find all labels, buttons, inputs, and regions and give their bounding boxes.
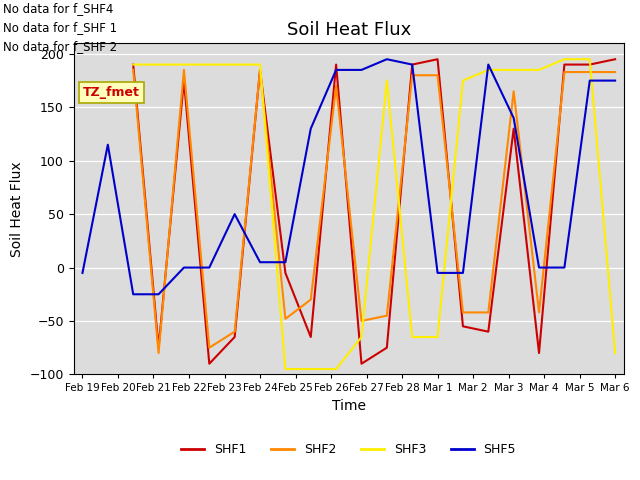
SHF5 <box>611 78 619 84</box>
SHF1 <box>155 345 163 350</box>
Text: No data for f_SHF 2: No data for f_SHF 2 <box>3 40 117 53</box>
SHF3 <box>611 350 619 356</box>
SHF2 <box>535 310 543 315</box>
SHF3 <box>129 62 137 68</box>
SHF5 <box>484 62 492 68</box>
Line: SHF3: SHF3 <box>133 59 615 369</box>
Y-axis label: Soil Heat Flux: Soil Heat Flux <box>10 161 24 257</box>
SHF2 <box>256 67 264 73</box>
SHF5 <box>434 270 442 276</box>
SHF3 <box>231 62 239 68</box>
SHF1 <box>408 62 416 68</box>
Text: No data for f_SHF 1: No data for f_SHF 1 <box>3 21 117 34</box>
SHF5 <box>332 67 340 73</box>
SHF3 <box>586 56 593 62</box>
SHF3 <box>205 62 213 68</box>
SHF1 <box>383 345 390 350</box>
SHF1 <box>358 361 365 367</box>
SHF2 <box>129 67 137 73</box>
Text: TZ_fmet: TZ_fmet <box>83 86 140 99</box>
SHF2 <box>408 72 416 78</box>
SHF1 <box>307 334 315 340</box>
SHF5 <box>129 291 137 297</box>
SHF2 <box>180 67 188 73</box>
SHF1 <box>129 62 137 68</box>
SHF5 <box>459 270 467 276</box>
SHF2 <box>611 69 619 75</box>
SHF5 <box>358 67 365 73</box>
Line: SHF1: SHF1 <box>133 59 615 364</box>
SHF1 <box>434 56 442 62</box>
SHF3 <box>383 78 390 84</box>
SHF1 <box>205 361 213 367</box>
SHF1 <box>586 62 593 68</box>
SHF1 <box>282 270 289 276</box>
SHF5 <box>535 264 543 270</box>
SHF1 <box>611 56 619 62</box>
SHF3 <box>561 56 568 62</box>
SHF3 <box>307 366 315 372</box>
SHF1 <box>535 350 543 356</box>
SHF2 <box>586 69 593 75</box>
SHF3 <box>256 62 264 68</box>
SHF3 <box>434 334 442 340</box>
SHF3 <box>358 334 365 340</box>
SHF5 <box>205 264 213 270</box>
SHF3 <box>459 78 467 84</box>
SHF3 <box>282 366 289 372</box>
Text: No data for f_SHF4: No data for f_SHF4 <box>3 2 113 15</box>
X-axis label: Time: Time <box>332 399 366 413</box>
SHF3 <box>535 67 543 73</box>
SHF2 <box>155 350 163 356</box>
SHF5 <box>307 126 315 132</box>
SHF2 <box>332 83 340 89</box>
SHF1 <box>484 329 492 335</box>
Line: SHF5: SHF5 <box>83 59 615 294</box>
SHF5 <box>282 259 289 265</box>
SHF2 <box>358 318 365 324</box>
SHF1 <box>561 62 568 68</box>
Title: Soil Heat Flux: Soil Heat Flux <box>287 21 411 39</box>
SHF2 <box>434 72 442 78</box>
SHF2 <box>231 329 239 335</box>
SHF1 <box>332 62 340 68</box>
Legend: SHF1, SHF2, SHF3, SHF5: SHF1, SHF2, SHF3, SHF5 <box>177 438 521 461</box>
SHF1 <box>231 334 239 340</box>
SHF2 <box>561 69 568 75</box>
SHF5 <box>256 259 264 265</box>
SHF5 <box>383 56 390 62</box>
SHF3 <box>332 366 340 372</box>
SHF3 <box>155 62 163 68</box>
SHF1 <box>459 324 467 329</box>
SHF2 <box>205 345 213 350</box>
SHF2 <box>383 313 390 319</box>
SHF5 <box>79 270 86 276</box>
SHF2 <box>484 310 492 315</box>
SHF5 <box>104 142 112 147</box>
SHF5 <box>586 78 593 84</box>
Line: SHF2: SHF2 <box>133 70 615 353</box>
SHF5 <box>231 211 239 217</box>
SHF5 <box>510 115 518 121</box>
SHF5 <box>561 264 568 270</box>
SHF1 <box>510 126 518 132</box>
SHF1 <box>256 67 264 73</box>
SHF3 <box>408 334 416 340</box>
SHF2 <box>282 316 289 322</box>
SHF2 <box>510 88 518 94</box>
SHF2 <box>307 297 315 302</box>
SHF2 <box>459 310 467 315</box>
SHF3 <box>484 67 492 73</box>
SHF5 <box>180 264 188 270</box>
SHF5 <box>155 291 163 297</box>
SHF3 <box>180 62 188 68</box>
SHF3 <box>510 67 518 73</box>
SHF5 <box>408 62 416 68</box>
SHF1 <box>180 78 188 84</box>
